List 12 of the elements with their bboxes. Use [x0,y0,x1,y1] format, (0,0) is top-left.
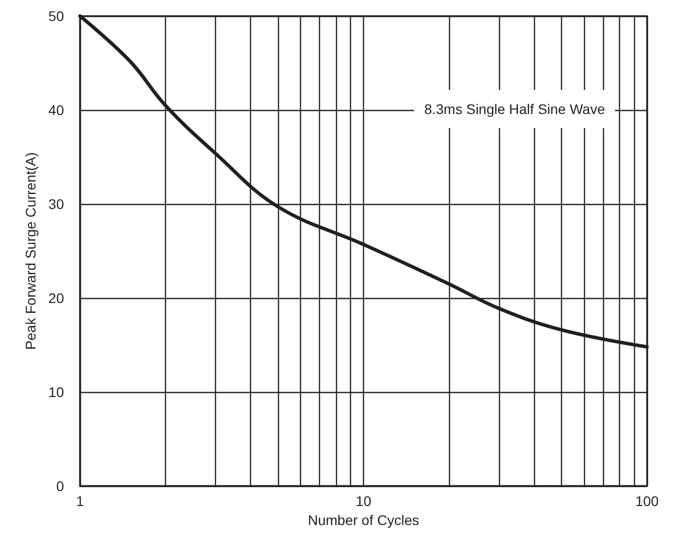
x-tick-label: 100 [635,493,659,509]
annotation: 8.3ms Single Half Sine Wave [424,101,606,117]
x-axis-title: Number of Cycles [308,512,420,528]
y-tick-label: 10 [48,384,64,400]
x-tick-label: 10 [356,493,372,509]
x-tick-label: 1 [76,493,84,509]
y-tick-label: 40 [48,102,64,118]
y-tick-label: 0 [56,478,64,494]
y-tick-label: 20 [48,290,64,306]
y-tick-label: 30 [48,196,64,212]
y-tick-label: 50 [48,8,64,24]
y-axis-title: Peak Forward Surge Current(A) [22,152,39,350]
